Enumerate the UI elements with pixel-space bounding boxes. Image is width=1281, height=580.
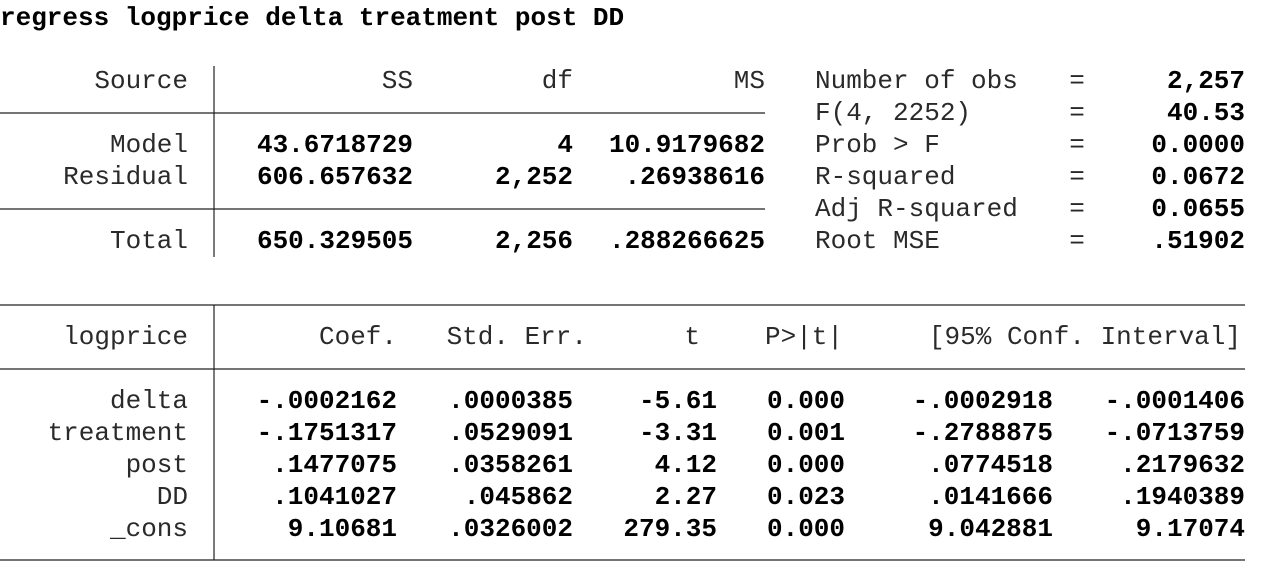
coef-value: .2179632 <box>1120 450 1245 480</box>
anova-header: SS <box>382 66 413 96</box>
stat-value: 0.0655 <box>1151 194 1245 224</box>
coef-value: 9.17074 <box>1136 514 1245 544</box>
coef-value: 0.001 <box>767 418 845 448</box>
coef-value: 0.000 <box>767 514 845 544</box>
coef-value: .0529091 <box>448 418 573 448</box>
coef-header: Coef. <box>319 322 397 352</box>
coef-value: 279.35 <box>623 514 717 544</box>
stat-label: F(4, 2252) <box>815 98 971 128</box>
coef-value: -.0001406 <box>1105 386 1245 416</box>
coef-header: t <box>684 322 700 352</box>
anova-value: 606.657632 <box>257 162 413 192</box>
coef-header: P>|t| <box>765 322 843 352</box>
anova-value: .288266625 <box>609 226 765 256</box>
anova-header: MS <box>734 66 765 96</box>
coef-value: 0.000 <box>767 450 845 480</box>
stat-label: R-squared <box>815 162 955 192</box>
coef-label: _cons <box>109 514 188 544</box>
coef-value: .0326002 <box>448 514 573 544</box>
coef-label: treatment <box>48 418 188 448</box>
stat-value: 0.0000 <box>1151 130 1245 160</box>
coef-value: -.0002162 <box>257 386 397 416</box>
coef-value: .1940389 <box>1120 482 1245 512</box>
stat-value: 40.53 <box>1167 98 1245 128</box>
coef-value: .045862 <box>464 482 573 512</box>
coef-value: -.0002918 <box>913 386 1053 416</box>
coef-header: Std. Err. <box>447 322 587 352</box>
anova-value: 10.9179682 <box>609 130 765 160</box>
anova-value: 4 <box>557 130 573 160</box>
coef-value: 9.10681 <box>288 514 397 544</box>
stat-label: Number of obs <box>815 66 1018 96</box>
coef-value: 0.023 <box>767 482 845 512</box>
coef-value: .0141666 <box>928 482 1053 512</box>
coef-value: -.1751317 <box>257 418 397 448</box>
stat-eq: = <box>1069 194 1085 224</box>
stat-eq: = <box>1069 162 1085 192</box>
coef-value: -.0713759 <box>1105 418 1245 448</box>
coef-value: .0000385 <box>448 386 573 416</box>
coef-value: -3.31 <box>639 418 717 448</box>
coef-value: -.2788875 <box>913 418 1053 448</box>
coef-value: 0.000 <box>767 386 845 416</box>
coef-value: .1041027 <box>272 482 397 512</box>
coef-value: .0774518 <box>928 450 1053 480</box>
stat-label: Prob > F <box>815 130 940 160</box>
anova-label: Residual <box>63 162 188 192</box>
anova-header: Source <box>94 66 188 96</box>
stat-label: Root MSE <box>815 226 940 256</box>
coef-value: -5.61 <box>639 386 717 416</box>
anova-label: Model <box>110 130 188 160</box>
coef-label: post <box>126 450 188 480</box>
coef-value: 4.12 <box>655 450 717 480</box>
stat-value: 2,257 <box>1167 66 1245 96</box>
anova-header: df <box>542 66 573 96</box>
anova-value: 43.6718729 <box>257 130 413 160</box>
coef-header: [95% Conf. Interval] <box>929 322 1241 352</box>
coef-value: .1477075 <box>272 450 397 480</box>
coef-value: 2.27 <box>655 482 717 512</box>
coef-value: .0358261 <box>448 450 573 480</box>
anova-value: 650.329505 <box>257 226 413 256</box>
command: regress logprice delta treatment post DD <box>0 3 624 33</box>
stat-eq: = <box>1069 130 1085 160</box>
coef-label: delta <box>110 386 188 416</box>
coef-header: logprice <box>63 322 188 352</box>
anova-value: 2,256 <box>495 226 573 256</box>
stat-eq: = <box>1069 66 1085 96</box>
stat-value: .51902 <box>1151 226 1245 256</box>
coef-value: 9.042881 <box>928 514 1053 544</box>
stat-label: Adj R-squared <box>815 194 1018 224</box>
anova-label: Total <box>110 226 188 256</box>
stat-value: 0.0672 <box>1151 162 1245 192</box>
stat-eq: = <box>1069 226 1085 256</box>
anova-value: .26938616 <box>625 162 765 192</box>
coef-label: DD <box>157 482 188 512</box>
stat-eq: = <box>1069 98 1085 128</box>
anova-value: 2,252 <box>495 162 573 192</box>
